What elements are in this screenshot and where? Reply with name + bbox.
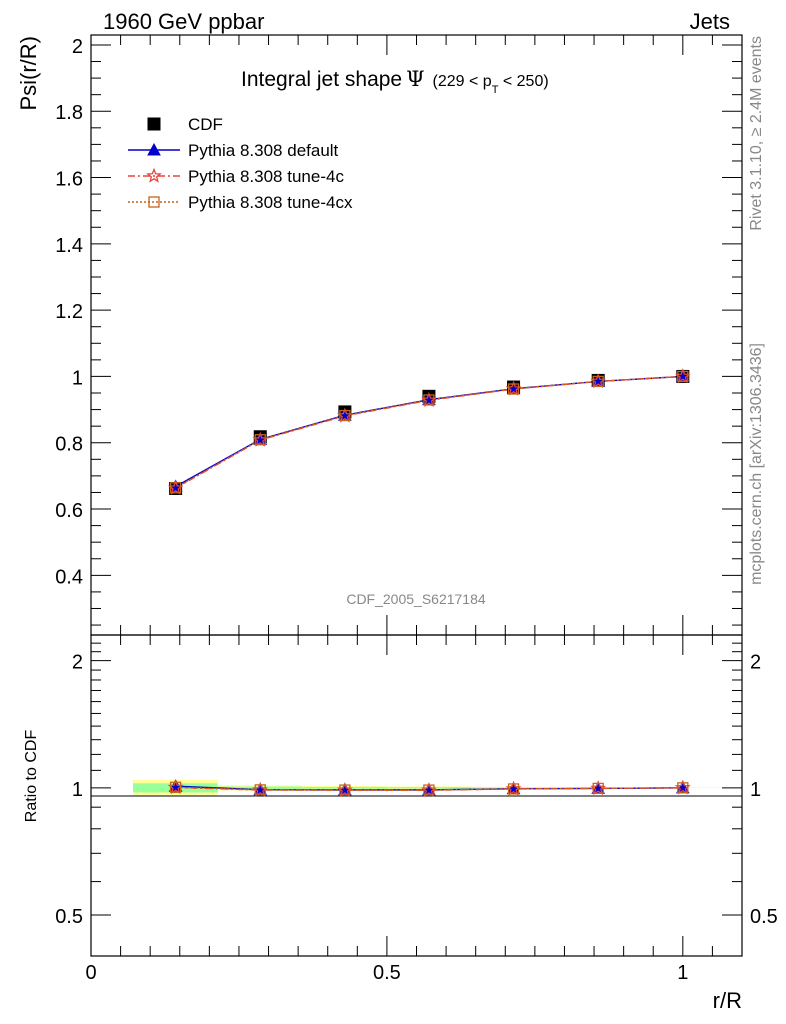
- ratio-y-tick-label-right: 0.5: [750, 906, 778, 928]
- legend-label-3: Pythia 8.308 tune-4cx: [188, 193, 353, 212]
- main-y-tick-label: 1.4: [55, 235, 83, 257]
- chart-title-text: Integral jet shape: [241, 68, 402, 91]
- main-y-tick-label: 1.6: [55, 169, 83, 191]
- analysis-watermark: CDF_2005_S6217184: [346, 591, 486, 607]
- main-y-tick-label: 1.8: [55, 102, 83, 124]
- main-point-series-3: [592, 375, 604, 388]
- main-y-axis-label: Psi(r/R): [16, 36, 41, 111]
- legend-label-1: Pythia 8.308 default: [188, 141, 339, 160]
- main-point-series-3: [677, 370, 689, 383]
- main-x-ticks: [90, 35, 743, 635]
- ratio-y-ticks: 0.5 0.5 1 1 2 2: [55, 642, 778, 928]
- rivet-label: Rivet 3.1.10, ≥ 2.4M events: [748, 36, 765, 231]
- main-y-tick-label: 1.2: [55, 301, 83, 323]
- ratio-series-markers: [167, 779, 691, 797]
- ratio-x-ticks: 0 0.5 1: [85, 635, 743, 984]
- chart-title-range-sub: T: [492, 84, 499, 96]
- main-y-tick-label: 2: [72, 36, 83, 58]
- main-y-tick-label: 0.8: [55, 434, 83, 456]
- chart-title-range-prefix: (229 < p: [433, 73, 492, 90]
- ratio-point-series-2: [339, 784, 351, 796]
- ratio-point-series-2: [169, 781, 182, 793]
- legend-marker-3: [148, 196, 160, 208]
- ratio-y-tick-label-right: 1: [750, 779, 761, 801]
- main-point-series-3: [254, 434, 266, 446]
- ratio-panel: 0.5 0.51 12 2 0 0.5 1 Ratio to CDF r/R: [23, 634, 778, 1013]
- chart-title-symbol: Ψ: [406, 67, 424, 91]
- ratio-y-tick-label-right: 2: [750, 652, 761, 674]
- main-y-tick-label: 0.6: [55, 500, 83, 522]
- main-point-series-3: [423, 394, 435, 406]
- main-panel: 0.4 0.6 0.8 1 1.2 1.4 1.6 1.8 2 Integral jet sha…: [16, 34, 743, 636]
- main-y-tick-label: 0.4: [55, 566, 83, 588]
- main-y-tick-label: 1: [72, 367, 83, 389]
- energy-label: 1960 GeV ppbar: [103, 9, 264, 34]
- ratio-point-series-2: [592, 782, 604, 795]
- main-point-series-3: [507, 383, 520, 395]
- ratio-y-tick-label: 1: [72, 779, 83, 801]
- ratio-point-series-2: [507, 783, 520, 795]
- legend-marker-1: [147, 142, 161, 156]
- ratio-point-series-2: [423, 784, 435, 796]
- ratio-point-series-2: [677, 782, 689, 794]
- legend-marker-0: [147, 117, 161, 131]
- x-tick-label: 0.5: [373, 962, 401, 984]
- mcplots-label: mcplots.cern.ch [arXiv:1306.3436]: [748, 343, 765, 585]
- legend-label-0: CDF: [188, 115, 223, 134]
- chart-title: Integral jet shape Ψ (229 < pT < 250): [241, 67, 549, 96]
- chart-title-range-suffix: < 250): [498, 73, 548, 90]
- main-series-markers: [167, 368, 691, 495]
- legend: CDF Pythia 8.308 default Pythia 8.308 tune…: [128, 115, 353, 212]
- ratio-y-axis-label: Ratio to CDF: [23, 730, 40, 823]
- main-point-series-3: [169, 482, 182, 494]
- ratio-point-series-2: [254, 784, 266, 796]
- ratio-y-tick-label: 2: [72, 652, 83, 674]
- x-tick-label: 1: [677, 962, 688, 984]
- main-y-ticks: 0.4 0.6 0.8 1 1.2 1.4 1.6 1.8 2: [55, 36, 742, 626]
- legend-label-2: Pythia 8.308 tune-4c: [188, 167, 344, 186]
- process-label: Jets: [690, 9, 730, 34]
- main-point-series-3: [339, 409, 351, 422]
- ratio-y-tick-label: 0.5: [55, 906, 83, 928]
- x-tick-label: 0: [85, 962, 96, 984]
- x-axis-label: r/R: [713, 988, 742, 1013]
- legend-marker-2: [146, 167, 162, 183]
